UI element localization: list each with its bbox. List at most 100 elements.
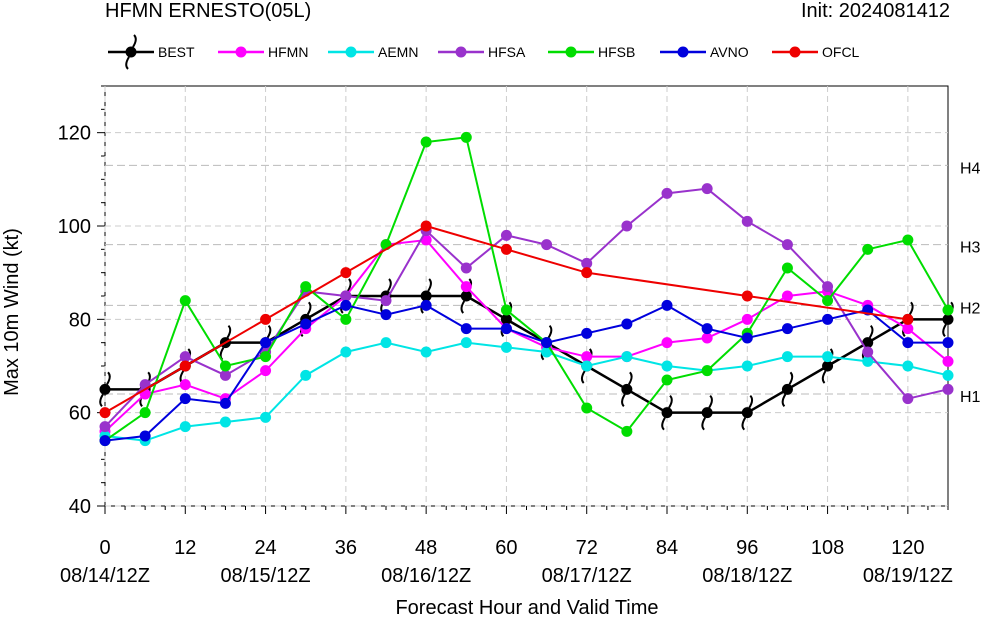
hurricane-marker bbox=[781, 371, 794, 408]
hurricane-marker-eye bbox=[125, 46, 137, 58]
x-tick-label: 96 bbox=[736, 537, 758, 559]
data-point bbox=[621, 220, 633, 232]
hurricane-marker bbox=[741, 394, 754, 431]
x-tick-label: 72 bbox=[576, 537, 598, 559]
series-ofcl bbox=[99, 220, 914, 419]
hurricane-marker bbox=[99, 371, 111, 408]
data-point bbox=[340, 290, 352, 302]
data-point bbox=[139, 430, 151, 442]
legend-item-ofcl: OFCL bbox=[772, 44, 860, 60]
data-point bbox=[661, 360, 673, 372]
data-point bbox=[902, 313, 914, 325]
data-point bbox=[741, 360, 753, 372]
data-point bbox=[741, 290, 753, 302]
data-point bbox=[179, 295, 191, 307]
series-line bbox=[104, 341, 949, 442]
chart-title: HFMN ERNESTO(05L) bbox=[105, 0, 312, 22]
data-point bbox=[741, 332, 753, 344]
data-point bbox=[661, 299, 673, 311]
hurricane-marker-arm bbox=[427, 278, 432, 292]
data-point bbox=[179, 360, 191, 372]
data-point bbox=[701, 323, 713, 335]
data-point bbox=[781, 323, 793, 335]
legend-swatch-dot bbox=[677, 46, 689, 58]
data-point bbox=[701, 332, 713, 344]
x-tick-label: 36 bbox=[335, 537, 357, 559]
legend-label: AEMN bbox=[378, 44, 418, 60]
hurricane-marker-eye bbox=[661, 407, 673, 419]
legend-swatch-dot bbox=[235, 46, 247, 58]
x-tick-label: 60 bbox=[495, 537, 517, 559]
hurricane-marker-arm bbox=[132, 34, 137, 48]
hurricane-marker-arm bbox=[226, 324, 232, 339]
x-tick-label: 120 bbox=[891, 537, 924, 559]
y-tick-label: 80 bbox=[69, 309, 91, 331]
data-point bbox=[781, 290, 793, 302]
y-axis-label: Max 10m Wind (kt) bbox=[1, 228, 23, 396]
hurricane-marker-arm bbox=[266, 324, 272, 339]
hurricane-marker-arm bbox=[460, 300, 466, 314]
hurricane-marker-arm bbox=[821, 370, 827, 384]
y-tick-label: 40 bbox=[69, 496, 91, 518]
data-point bbox=[862, 243, 874, 255]
hurricane-marker-arm bbox=[868, 324, 874, 339]
series-group bbox=[99, 131, 954, 447]
series-aemn bbox=[99, 337, 954, 447]
hurricane-marker-eye bbox=[99, 383, 111, 395]
data-point bbox=[219, 397, 231, 409]
data-point bbox=[781, 351, 793, 363]
data-point bbox=[942, 337, 954, 349]
data-point bbox=[581, 257, 593, 269]
hurricane-marker-arm bbox=[99, 393, 104, 408]
y-tick-label: 120 bbox=[58, 123, 91, 145]
category-label: H1 bbox=[960, 389, 981, 406]
hurricane-marker-eye bbox=[942, 313, 954, 325]
x-date-label: 08/18/12Z bbox=[702, 565, 792, 587]
y-tick-label: 60 bbox=[69, 403, 91, 425]
x-date-label: 08/19/12Z bbox=[863, 565, 953, 587]
series-avno bbox=[99, 299, 954, 447]
data-point bbox=[822, 295, 834, 307]
data-point bbox=[581, 360, 593, 372]
data-point bbox=[541, 239, 553, 251]
data-point bbox=[460, 337, 472, 349]
data-point bbox=[781, 239, 793, 251]
hurricane-marker-arm bbox=[748, 394, 754, 409]
data-point bbox=[500, 229, 512, 241]
legend-swatch-dot bbox=[565, 46, 577, 58]
hurricane-marker bbox=[661, 394, 673, 431]
legend-label: AVNO bbox=[710, 44, 749, 60]
hurricane-marker-arm bbox=[106, 371, 111, 385]
data-point bbox=[420, 220, 432, 232]
data-point bbox=[581, 402, 593, 414]
data-point bbox=[340, 299, 352, 311]
data-point bbox=[781, 262, 793, 274]
hurricane-marker-eye bbox=[500, 313, 512, 325]
data-point bbox=[380, 337, 392, 349]
x-tick-label: 0 bbox=[99, 537, 110, 559]
hurricane-marker-eye bbox=[621, 383, 633, 395]
data-point bbox=[99, 435, 111, 447]
hurricane-marker-arm bbox=[668, 394, 673, 409]
hurricane-marker-eye bbox=[460, 290, 472, 302]
data-point bbox=[822, 313, 834, 325]
hurricane-marker-arm bbox=[788, 371, 794, 385]
data-point bbox=[701, 365, 713, 377]
hurricane-marker-arm bbox=[387, 278, 392, 292]
data-point bbox=[902, 360, 914, 372]
axes: 40 60 80 100 120 0 12 24 36 48 60 72 84 96 108 120 08/14… bbox=[58, 85, 953, 587]
init-time: Init: 2024081412 bbox=[800, 0, 950, 22]
x-tick-label: 48 bbox=[415, 537, 437, 559]
data-point bbox=[541, 337, 553, 349]
hurricane-marker-eye bbox=[862, 337, 874, 349]
hurricane-marker-eye bbox=[420, 290, 432, 302]
hurricane-marker-eye bbox=[701, 407, 713, 419]
legend-swatch-dot bbox=[345, 46, 357, 58]
data-point bbox=[340, 267, 352, 279]
data-point bbox=[500, 304, 512, 316]
data-point bbox=[661, 374, 673, 386]
data-point bbox=[581, 351, 593, 363]
data-point bbox=[942, 369, 954, 381]
hurricane-marker-arm bbox=[627, 371, 633, 385]
data-point bbox=[179, 421, 191, 433]
